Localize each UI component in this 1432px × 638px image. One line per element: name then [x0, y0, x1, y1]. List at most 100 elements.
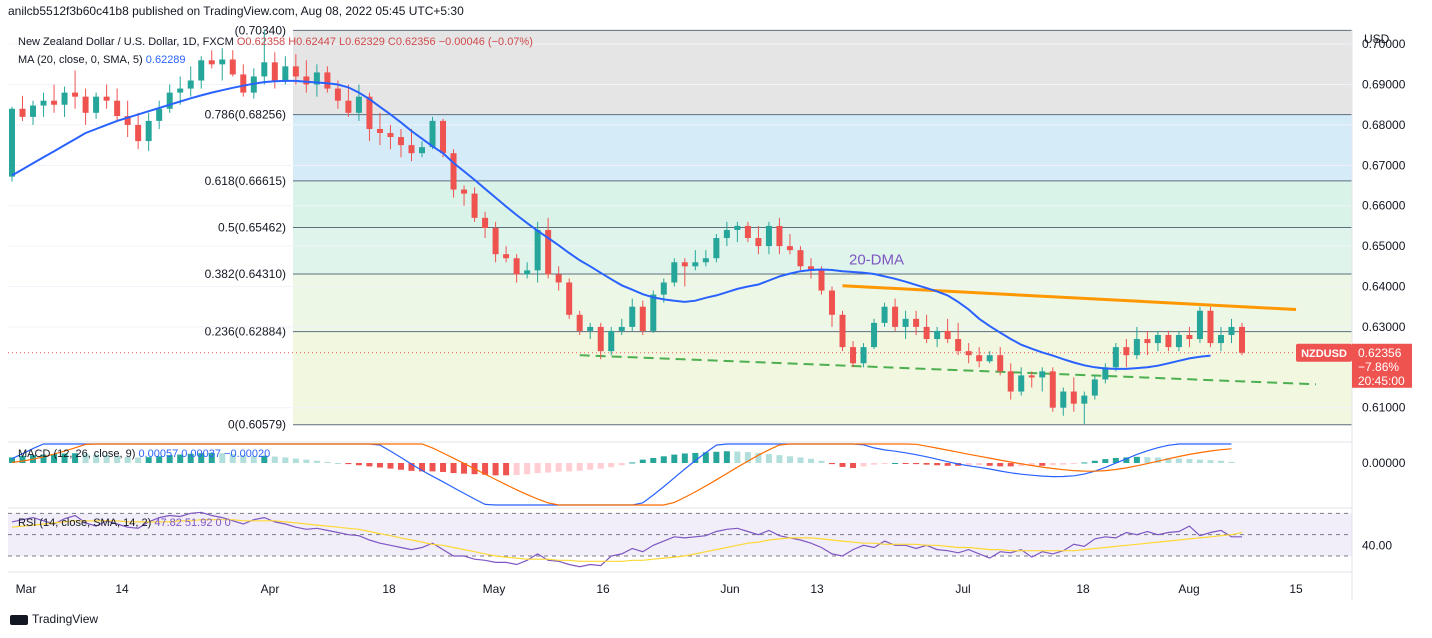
- macd-histogram-bar: [671, 454, 678, 463]
- macd-histogram-bar: [755, 452, 762, 463]
- macd-histogram-bar: [765, 454, 772, 463]
- candle-body: [534, 229, 541, 271]
- symbol-tag-text: NZDUSD: [1301, 348, 1347, 360]
- y-tick-label: 0.63000: [1362, 320, 1406, 334]
- macd-histogram-bar: [513, 463, 520, 476]
- trendlines: 20-DMA: [8, 252, 1352, 386]
- macd-histogram-bar: [229, 454, 236, 463]
- candle-body: [839, 314, 846, 348]
- candle-body: [450, 153, 457, 190]
- resistance-trendline: [842, 284, 1297, 312]
- macd-histogram-bar: [576, 463, 583, 471]
- macd-histogram-bar: [1091, 460, 1098, 463]
- macd-histogram-bar: [860, 463, 867, 467]
- fib-level-label: 0.382(0.64310): [205, 267, 286, 281]
- macd-label: MACD (12, 26, close, 9): [18, 448, 136, 460]
- candle-body: [765, 225, 772, 247]
- candle-body: [986, 355, 993, 362]
- candle-body: [51, 100, 58, 105]
- fib-level-label: 0.236(0.62884): [205, 325, 286, 339]
- macd-histogram-bar: [566, 463, 573, 472]
- candle-body: [1154, 334, 1161, 344]
- candle-body: [271, 62, 278, 81]
- candle-body: [566, 282, 573, 315]
- macd-histogram-bar: [1007, 463, 1014, 467]
- candle-body: [156, 108, 163, 121]
- rsi-pane: [8, 507, 1352, 568]
- macd-histogram-bar: [650, 457, 657, 463]
- candle-body: [30, 105, 37, 117]
- macd-histogram-bar: [40, 454, 47, 463]
- y-tick-label: 0.68000: [1362, 118, 1406, 132]
- candle-body: [955, 339, 962, 352]
- macd-histogram-bar: [744, 452, 751, 463]
- candle-body: [1217, 334, 1224, 344]
- macd-histogram-bar: [1133, 456, 1140, 463]
- candle-body: [913, 318, 920, 327]
- candle-body: [608, 330, 615, 352]
- candle-body: [103, 96, 110, 101]
- rsi-legend: RSI (14, close, SMA, 14, 2) 47.82 51.92 …: [18, 517, 231, 529]
- candle-body: [282, 66, 289, 81]
- candle-body: [829, 290, 835, 315]
- macd-tick-label: 0.00000: [1362, 456, 1406, 470]
- candle-body: [303, 76, 310, 85]
- candle-body: [723, 229, 730, 239]
- candle-body: [545, 229, 552, 275]
- candle-body: [461, 189, 468, 194]
- ma-label: MA (20, close, 0, SMA, 5): [18, 54, 143, 66]
- macd-histogram-bar: [208, 452, 215, 463]
- tradingview-brand[interactable]: TradingView: [10, 612, 98, 626]
- macd-histogram-bar: [271, 456, 278, 463]
- macd-histogram-bar: [198, 453, 205, 463]
- macd-histogram-bar: [1144, 457, 1151, 463]
- macd-histogram-bar: [524, 463, 531, 475]
- candle-body: [166, 92, 173, 109]
- macd-histogram-bar: [829, 463, 835, 465]
- candle-body: [72, 92, 79, 97]
- candle-body: [482, 217, 489, 228]
- candle-body: [440, 120, 447, 154]
- fib-level-label: 0.5(0.65462): [218, 220, 286, 234]
- candle-body: [1007, 371, 1014, 392]
- macd-histogram-bar: [587, 463, 594, 470]
- macd-histogram-bar: [1039, 463, 1046, 466]
- candle-body: [1196, 310, 1203, 340]
- macd-histogram-bar: [1060, 463, 1067, 465]
- macd-histogram-bar: [219, 453, 226, 463]
- ma-value: 0.62289: [145, 54, 186, 66]
- symbol-legend: New Zealand Dollar / U.S. Dollar, 1D, FX…: [18, 36, 533, 48]
- candle-body: [261, 62, 268, 77]
- candle-body: [618, 326, 625, 331]
- candle-body: [1049, 371, 1056, 408]
- candle-body: [807, 266, 814, 271]
- candle-body: [40, 100, 47, 106]
- price-tag-change: −7.86%: [1358, 360, 1399, 374]
- macd-histogram-bar: [608, 463, 615, 468]
- macd-histogram-bar: [114, 456, 121, 463]
- macd-histogram-bar: [881, 463, 888, 464]
- candle-body: [692, 262, 699, 267]
- macd-histogram-bar: [324, 461, 331, 463]
- brand-name: TradingView: [32, 612, 99, 626]
- candle-body: [471, 193, 478, 218]
- candle-body: [1081, 395, 1088, 404]
- candle-body: [1165, 334, 1172, 348]
- macd-histogram-bar: [19, 456, 26, 463]
- candle-body: [334, 88, 341, 101]
- macd-histogram-bar: [639, 459, 646, 463]
- annotation-20dma: 20-DMA: [849, 252, 904, 269]
- macd-histogram-bar: [292, 458, 299, 463]
- candle-body: [1070, 391, 1077, 404]
- macd-histogram-bar: [871, 463, 878, 465]
- candle-body: [871, 322, 878, 348]
- candle-body: [902, 318, 909, 327]
- candle-body: [1239, 326, 1245, 353]
- ohlc-values: O0.62358 H0.62447 L0.62329 C0.62356 −0.0…: [236, 36, 533, 48]
- x-tick-label: 16: [596, 582, 610, 596]
- macd-histogram-bar: [976, 463, 983, 466]
- candle-body: [681, 262, 688, 267]
- macd-histogram-bar: [282, 457, 289, 463]
- macd-histogram-bar: [786, 456, 793, 463]
